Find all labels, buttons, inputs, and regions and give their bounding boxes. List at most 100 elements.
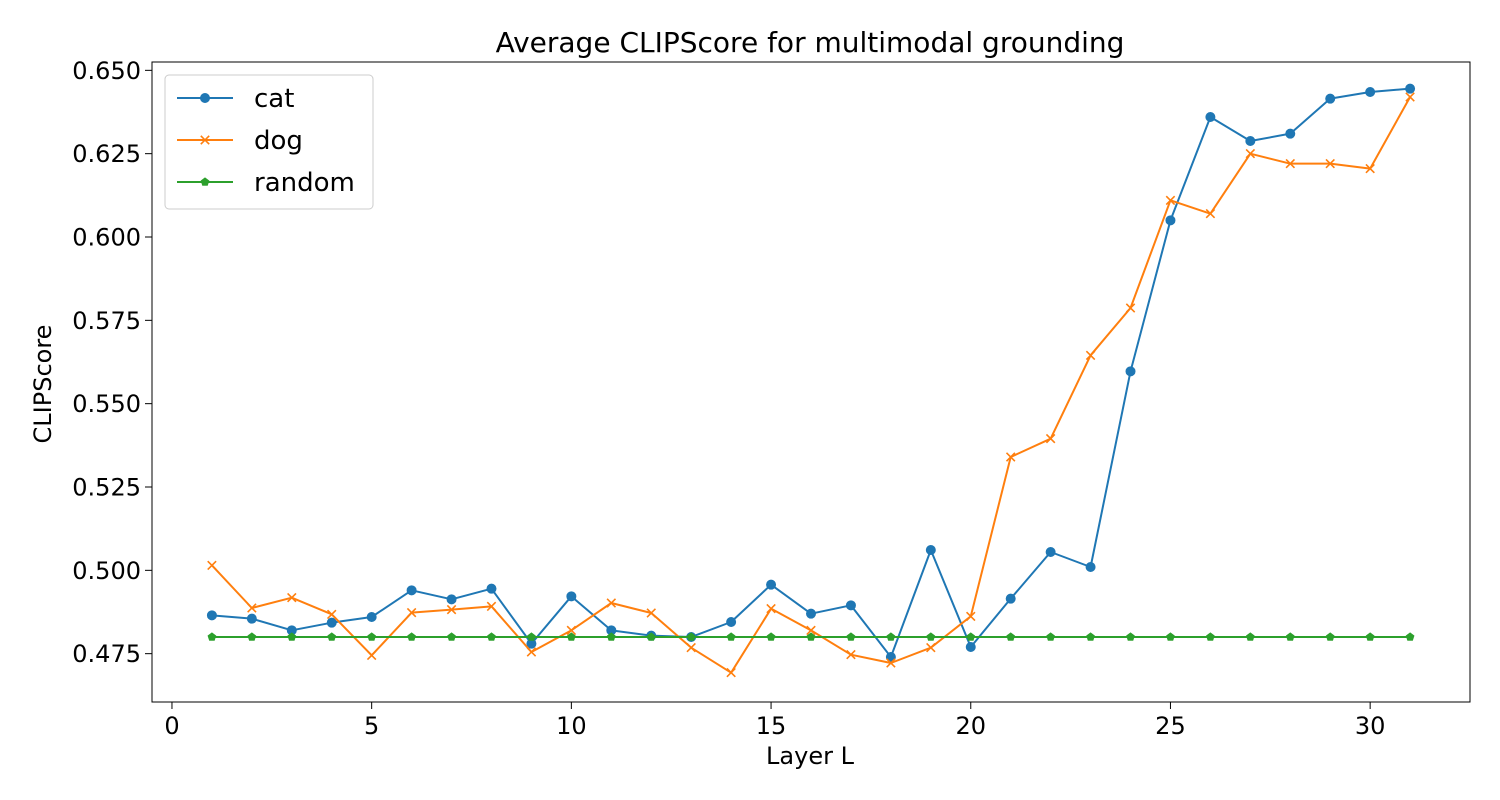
y-tick-label: 0.575 (72, 307, 141, 335)
data-point-dog (1005, 452, 1016, 462)
data-point-dog (486, 601, 497, 612)
data-point-random (726, 632, 736, 641)
data-point-cat (1085, 562, 1096, 573)
legend-marker (199, 93, 210, 104)
data-point-dog (606, 598, 617, 608)
data-point-random (606, 632, 616, 641)
data-point-cat (726, 617, 737, 628)
series-cat (206, 83, 1416, 663)
data-point-dog (526, 647, 537, 657)
data-point-dog (766, 603, 776, 614)
data-point-dog (686, 642, 696, 653)
series-dog (207, 92, 1415, 678)
data-point-random (1365, 632, 1375, 641)
data-point-dog (446, 604, 457, 615)
data-point-dog (926, 642, 936, 653)
data-point-random (1126, 632, 1135, 641)
y-tick-label: 0.650 (72, 57, 141, 85)
y-tick-label: 0.625 (72, 140, 141, 168)
data-point-cat (486, 583, 497, 594)
y-axis-title: CLIPScore (29, 325, 57, 444)
data-point-random (367, 632, 377, 641)
data-point-dog (1165, 195, 1176, 206)
data-point-cat (246, 613, 257, 624)
data-point-cat (326, 617, 337, 628)
data-point-random (646, 632, 656, 641)
data-point-dog (1325, 158, 1335, 169)
data-point-random (926, 632, 936, 641)
data-point-cat (366, 612, 377, 623)
legend-item-cat: cat (177, 84, 294, 114)
data-point-cat (1005, 593, 1016, 604)
data-point-dog (646, 608, 657, 618)
chart-title: Average CLIPScore for multimodal groundi… (496, 26, 1125, 59)
data-point-dog (1245, 148, 1256, 159)
data-point-dog (1085, 350, 1096, 361)
data-point-dog (1285, 158, 1296, 169)
data-point-dog (886, 658, 896, 668)
data-point-random (1086, 632, 1095, 641)
legend-marker (200, 135, 210, 145)
y-tick-label: 0.600 (72, 224, 141, 252)
x-tick-label: 10 (556, 712, 587, 740)
data-point-cat (1325, 93, 1336, 104)
data-point-random (1206, 632, 1215, 641)
data-point-cat (925, 545, 936, 556)
data-point-cat (446, 594, 457, 605)
axes-frame (151, 61, 1471, 703)
data-point-dog (366, 650, 377, 661)
data-point-dog (247, 603, 257, 613)
data-point-dog (1365, 163, 1375, 174)
data-point-cat (1365, 87, 1376, 98)
data-point-random (686, 632, 696, 641)
data-point-dog (207, 560, 217, 571)
data-point-cat (806, 608, 817, 619)
x-tick-label: 0 (164, 712, 179, 740)
data-point-random (327, 632, 337, 641)
data-point-random (846, 632, 856, 641)
data-point-random (1006, 632, 1016, 641)
series-line-cat (211, 87, 1411, 658)
data-point-cat (206, 610, 217, 621)
data-point-random (527, 632, 536, 641)
data-point-cat (406, 585, 417, 596)
data-point-random (567, 632, 576, 641)
legend: cat dog random (164, 74, 374, 210)
data-point-dog (846, 649, 856, 660)
data-point-cat (1205, 112, 1216, 123)
data-point-dog (965, 611, 976, 622)
data-point-cat (1285, 128, 1296, 139)
x-tick-label: 20 (955, 712, 986, 740)
data-point-cat (766, 579, 777, 590)
data-point-cat (885, 652, 896, 663)
x-tick-label: 30 (1355, 712, 1386, 740)
data-point-dog (806, 625, 816, 636)
data-point-random (1285, 632, 1295, 641)
legend-item-random: random (177, 168, 355, 198)
data-point-random (966, 632, 976, 641)
data-point-dog (566, 625, 577, 636)
y-tick-label: 0.550 (72, 390, 141, 418)
data-point-random (447, 632, 456, 641)
y-tick-label: 0.475 (72, 640, 141, 668)
x-tick-label: 25 (1155, 712, 1186, 740)
data-point-cat (1245, 135, 1256, 146)
data-point-dog (726, 667, 736, 678)
y-tick-label: 0.500 (72, 557, 141, 585)
legend-box (164, 74, 374, 210)
data-point-random (487, 632, 496, 641)
plot-area: 0 5 10 15 20 25 30 0.475 0.500 0.525 0.550 0.575 0.6… (72, 57, 1471, 740)
data-point-dog (1405, 92, 1415, 102)
data-point-dog (287, 592, 297, 603)
data-point-random (806, 632, 816, 641)
series-random (207, 632, 1415, 641)
data-point-random (1405, 632, 1415, 641)
x-tick-label: 15 (756, 712, 787, 740)
x-tick-label: 5 (364, 712, 379, 740)
data-point-cat (1165, 215, 1176, 226)
data-point-random (1166, 632, 1175, 641)
legend-label: dog (254, 126, 303, 156)
data-point-random (766, 632, 776, 641)
data-point-cat (1125, 366, 1136, 377)
data-point-cat (566, 591, 577, 602)
